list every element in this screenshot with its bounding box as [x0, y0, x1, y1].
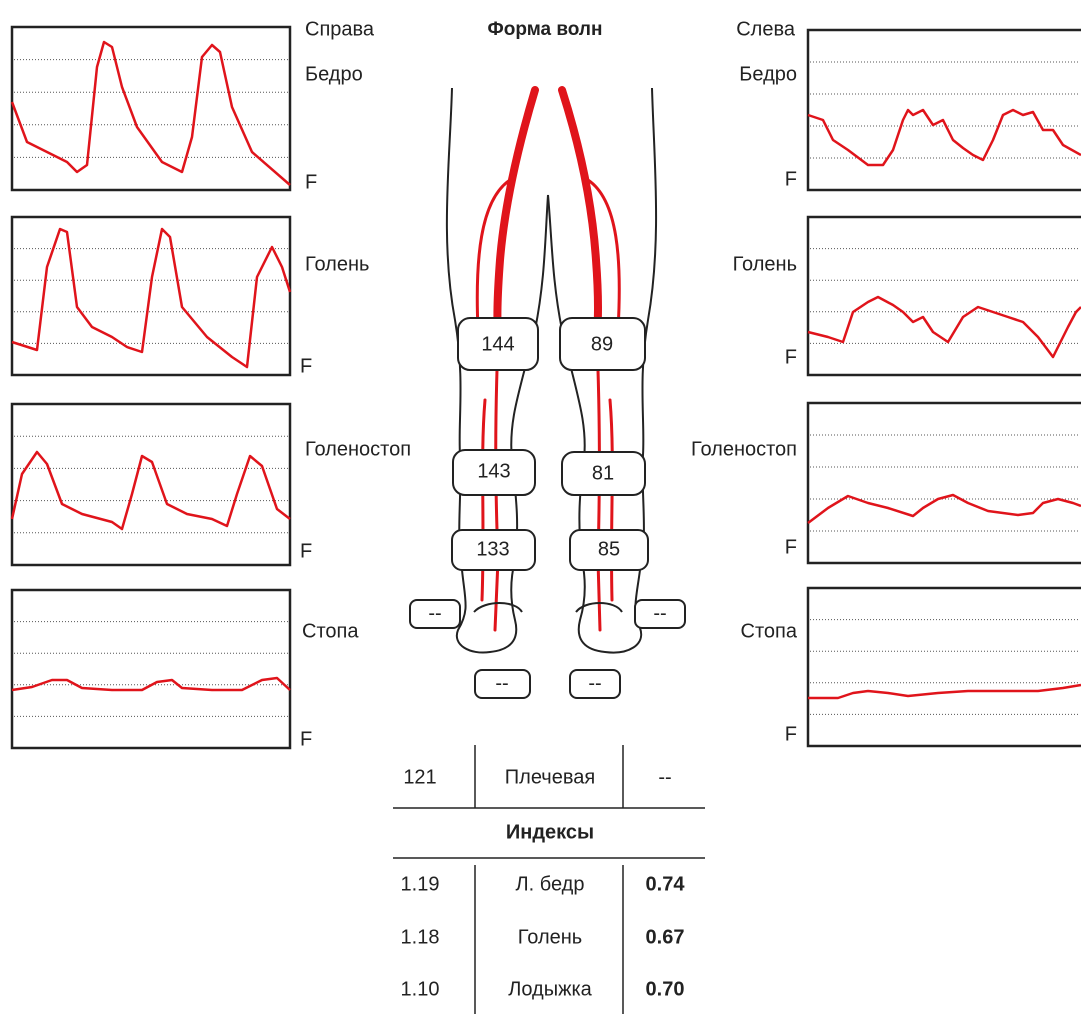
- toe-pressure: --: [495, 672, 508, 694]
- wave-panel: [808, 403, 1081, 563]
- cell: 1.19: [401, 873, 440, 895]
- report: Форма волн Справа Бедро F Голень F Голен…: [0, 0, 1081, 1014]
- panel-label: Бедро: [739, 63, 797, 85]
- panel-label: Голень: [305, 253, 369, 275]
- wave-panel: [808, 217, 1081, 375]
- axis-label: F: [785, 723, 797, 745]
- toe-pressure: --: [588, 672, 601, 694]
- cell: Плечевая: [505, 766, 595, 788]
- body: Форма волн Справа Бедро F Голень F Голен…: [0, 0, 1081, 1014]
- panel-label: Голеностоп: [691, 438, 797, 460]
- cell: 1.10: [401, 978, 440, 1000]
- toe-pressure: --: [428, 602, 441, 624]
- wave-panel: [808, 588, 1081, 746]
- side-label: Справа: [305, 18, 375, 40]
- wave-panel: [12, 590, 290, 748]
- axis-label: F: [300, 728, 312, 750]
- cell: 0.70: [646, 978, 685, 1000]
- toe-pressure: --: [653, 602, 666, 624]
- cell: 0.67: [646, 926, 685, 948]
- panel-label: Стопа: [741, 620, 798, 642]
- cell: 0.74: [646, 873, 686, 895]
- cell: --: [658, 766, 671, 788]
- cell: Лодыжка: [508, 978, 592, 1000]
- cell: Голень: [518, 926, 582, 948]
- axis-label: F: [785, 346, 797, 368]
- side-label: Слева: [736, 18, 796, 40]
- panel-label: Голень: [733, 253, 797, 275]
- table-title: Индексы: [506, 821, 594, 843]
- pressure: 133: [476, 538, 509, 560]
- title: Форма волн: [488, 19, 603, 40]
- axis-label: F: [785, 168, 797, 190]
- panel-label: Голеностоп: [305, 438, 411, 460]
- axis-label: F: [305, 171, 317, 193]
- artery: [562, 90, 598, 340]
- cell: 1.18: [401, 926, 440, 948]
- wave-panel: [808, 30, 1081, 190]
- pressure: 85: [598, 538, 620, 560]
- cell: 121: [403, 766, 436, 788]
- artery: [497, 90, 535, 340]
- cell: Л. бедр: [516, 873, 585, 895]
- axis-label: F: [300, 355, 312, 377]
- panel-label: Бедро: [305, 63, 363, 85]
- pressure: 89: [591, 333, 613, 355]
- panel-label: Стопа: [302, 620, 359, 642]
- pressure: 81: [592, 462, 614, 484]
- axis-label: F: [300, 540, 312, 562]
- wave-panel: [12, 27, 290, 190]
- pressure: 143: [477, 460, 510, 482]
- pressure: 144: [481, 333, 514, 355]
- page: Форма волн {"title":"Форма волн", "right…: [0, 0, 1081, 1014]
- axis-label: F: [785, 536, 797, 558]
